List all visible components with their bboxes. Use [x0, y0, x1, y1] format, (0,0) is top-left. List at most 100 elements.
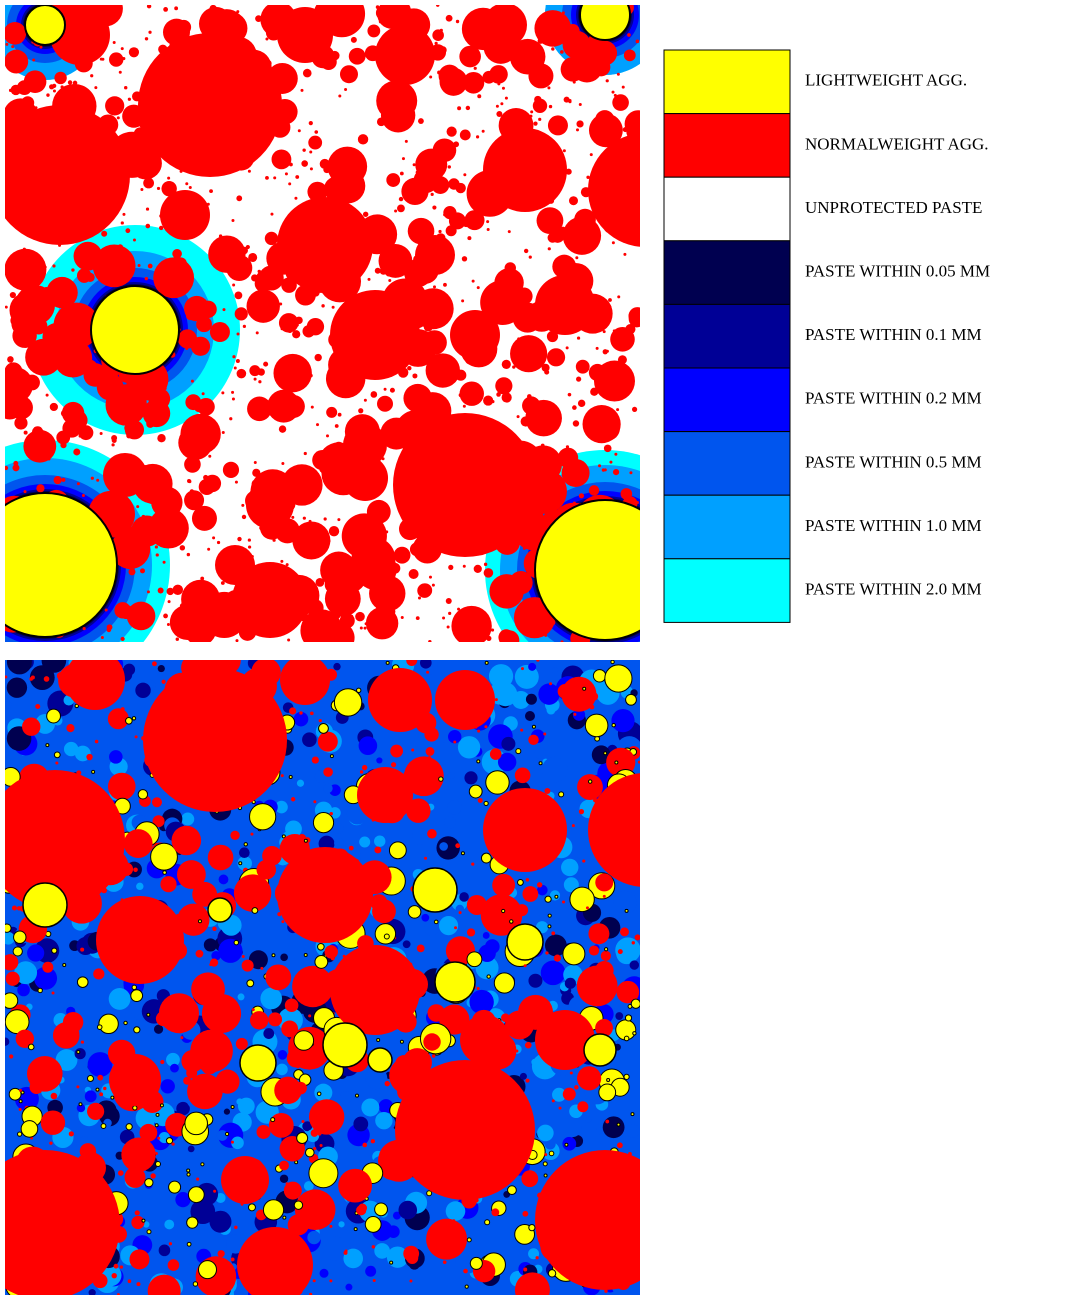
normalweight-aggregate [248, 253, 257, 262]
lightweight-aggregate [250, 804, 276, 830]
normalweight-aggregate [569, 470, 573, 474]
lightweight-aggregate [155, 1124, 158, 1127]
paste-zone [439, 842, 448, 851]
normalweight-aggregate [232, 284, 235, 287]
normalweight-aggregate [196, 1177, 199, 1180]
paste-zone [561, 859, 578, 876]
normalweight-aggregate [616, 408, 619, 411]
normalweight-aggregate [344, 88, 347, 91]
normalweight-aggregate [473, 215, 477, 219]
normalweight-aggregate [528, 735, 538, 745]
normalweight-aggregate [350, 615, 353, 618]
normalweight-aggregate [484, 563, 487, 566]
lightweight-aggregate [77, 1050, 80, 1053]
lightweight-aggregate [315, 956, 328, 969]
normalweight-aggregate [524, 964, 527, 967]
normalweight-aggregate [321, 304, 324, 307]
legend-swatch [664, 114, 790, 178]
normalweight-aggregate [53, 89, 56, 92]
normalweight-aggregate [70, 434, 73, 437]
lightweight-aggregate [21, 1091, 24, 1094]
normalweight-aggregate [632, 407, 637, 412]
normalweight-aggregate [237, 369, 247, 379]
normalweight-aggregate [573, 221, 576, 224]
normalweight-aggregate [476, 135, 479, 138]
normalweight-aggregate [54, 476, 62, 484]
normalweight-aggregate [403, 384, 432, 413]
normalweight-aggregate [309, 121, 313, 125]
normalweight-aggregate [289, 163, 293, 167]
normalweight-aggregate [163, 561, 166, 564]
normalweight-aggregate [418, 118, 424, 124]
normalweight-aggregate [632, 941, 635, 944]
normalweight-aggregate [226, 255, 252, 281]
normalweight-aggregate [126, 500, 129, 503]
normalweight-aggregate [517, 337, 520, 340]
normalweight-aggregate [235, 291, 243, 299]
paste-zone [562, 1118, 582, 1138]
normalweight-aggregate [627, 33, 631, 37]
lightweight-aggregate [225, 1132, 228, 1135]
lightweight-aggregate [272, 954, 275, 957]
normalweight-aggregate [83, 627, 86, 630]
normalweight-aggregate [44, 266, 47, 269]
lightweight-aggregate [607, 1078, 610, 1081]
normalweight-aggregate [31, 676, 35, 680]
paste-zone [603, 1116, 625, 1138]
normalweight-aggregate [598, 464, 601, 467]
normalweight-aggregate [147, 590, 150, 593]
normalweight-aggregate [61, 410, 68, 417]
normalweight-aggregate [236, 1038, 248, 1050]
lightweight-aggregate [565, 1143, 568, 1146]
normalweight-aggregate [196, 316, 212, 332]
lightweight-aggregate [126, 717, 133, 724]
normalweight-aggregate [333, 611, 341, 619]
normalweight-aggregate [457, 106, 461, 110]
lightweight-aggregate [529, 1225, 535, 1231]
normalweight-aggregate [603, 895, 606, 898]
lightweight-aggregate [365, 1217, 381, 1233]
normalweight-aggregate [307, 318, 324, 335]
normalweight-aggregate [212, 927, 216, 931]
normalweight-aggregate [357, 767, 413, 823]
paste-zone [537, 1125, 554, 1142]
normalweight-aggregate [560, 227, 566, 233]
normalweight-aggregate [252, 1008, 255, 1011]
normalweight-aggregate [367, 25, 380, 38]
normalweight-aggregate [614, 453, 617, 456]
normalweight-aggregate [292, 330, 300, 338]
normalweight-aggregate [379, 19, 383, 23]
normalweight-aggregate [521, 1170, 538, 1187]
lightweight-aggregate [481, 853, 491, 863]
normalweight-aggregate [32, 59, 35, 62]
normalweight-aggregate [124, 829, 153, 858]
lightweight-aggregate [585, 714, 608, 737]
normalweight-aggregate [129, 47, 139, 57]
paste-zone [204, 938, 217, 951]
normalweight-aggregate [570, 1072, 573, 1075]
normalweight-aggregate [571, 223, 596, 248]
lightweight-aggregate [485, 661, 488, 664]
normalweight-aggregate [49, 1141, 52, 1144]
normalweight-aggregate [265, 964, 291, 990]
normalweight-aggregate [209, 189, 213, 193]
lightweight-aggregate [543, 1162, 547, 1166]
normalweight-aggregate [339, 564, 353, 578]
normalweight-aggregate [471, 862, 474, 865]
legend-swatch [664, 432, 790, 496]
normalweight-aggregate [498, 299, 501, 302]
normalweight-aggregate [171, 1142, 174, 1145]
normalweight-aggregate [157, 187, 160, 190]
normalweight-aggregate [413, 289, 422, 298]
lightweight-aggregate [435, 962, 475, 1002]
normalweight-aggregate [384, 388, 387, 391]
normalweight-aggregate [441, 74, 450, 83]
paste-zone [109, 750, 123, 764]
normalweight-aggregate [417, 583, 432, 598]
paste-zone [615, 1012, 623, 1020]
normalweight-aggregate [126, 433, 131, 438]
paste-zone [525, 711, 535, 721]
normalweight-aggregate [386, 271, 392, 277]
paste-zone [278, 1050, 288, 1060]
normalweight-aggregate [114, 1264, 119, 1269]
